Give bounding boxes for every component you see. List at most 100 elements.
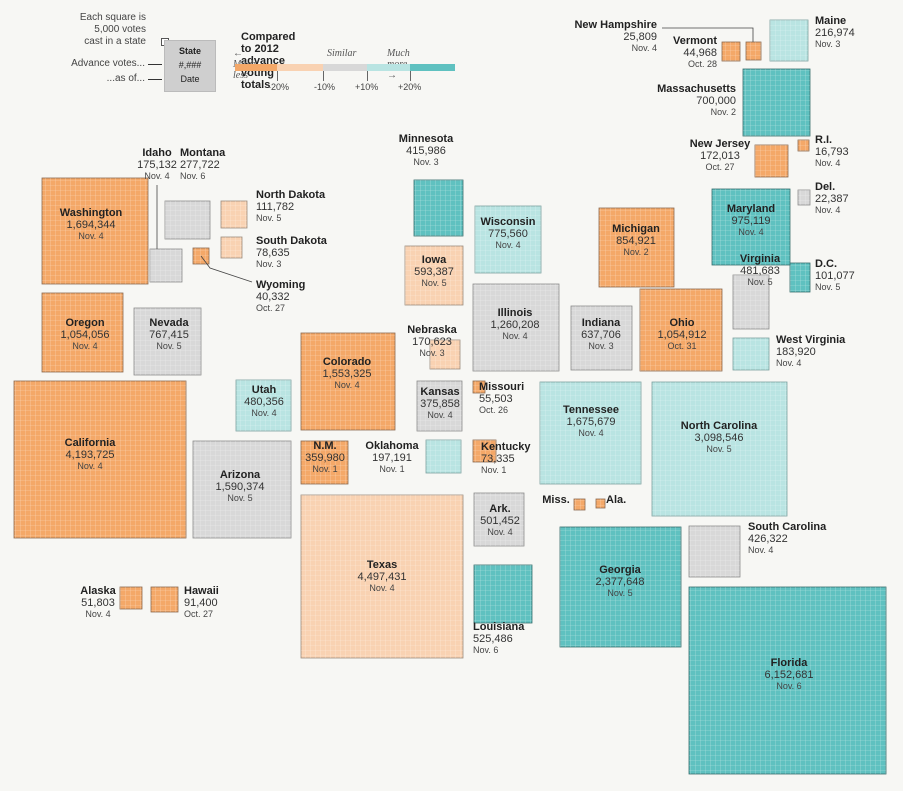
- state-date-louisiana: Nov. 6: [473, 645, 498, 655]
- state-date-south-dakota: Nov. 3: [256, 259, 281, 269]
- state-grid-arizona: [193, 441, 291, 538]
- state-votes-new-jersey: 172,013: [700, 150, 740, 162]
- state-votes-ark: 501,452: [480, 515, 520, 527]
- state-name-kansas: Kansas: [420, 386, 459, 398]
- state-date-alaska: Nov. 4: [85, 609, 110, 619]
- state-name-louisiana: Louisiana: [473, 621, 525, 633]
- state-grid-virginia: [733, 275, 769, 329]
- state-grid-kentucky: [473, 440, 496, 462]
- state-name-michigan: Michigan: [612, 223, 660, 235]
- state-date-missouri: Oct. 26: [479, 405, 508, 415]
- legend-tick-4: [410, 71, 411, 81]
- state-name-n-m: N.M.: [313, 440, 336, 452]
- state-votes-idaho: 175,132: [137, 159, 177, 171]
- state-votes-utah: 480,356: [244, 396, 284, 408]
- legend-key-date: Date: [180, 74, 200, 84]
- state-votes-maryland: 975,119: [732, 215, 771, 227]
- state-votes-florida: 6,152,681: [765, 669, 814, 681]
- state-date-illinois: Nov. 4: [502, 331, 527, 341]
- state-grid-vermont: [722, 42, 740, 61]
- state-grid-minnesota: [414, 180, 463, 236]
- state-grid-iowa: [405, 246, 463, 305]
- legend-color-much-less: [235, 64, 277, 71]
- state-votes-new-hampshire: 25,809: [623, 31, 657, 43]
- state-name-ala: Ala.: [606, 494, 626, 506]
- state-date-north-dakota: Nov. 5: [256, 213, 281, 223]
- state-grid-new-jersey: [755, 145, 788, 177]
- state-grid-nebraska: [430, 340, 460, 369]
- state-grid-california: [14, 381, 186, 538]
- legend-arrow-votes: [148, 64, 162, 65]
- state-name-miss: Miss.: [542, 494, 570, 506]
- state-name-utah: Utah: [252, 384, 277, 396]
- state-date-new-hampshire: Nov. 4: [632, 43, 657, 53]
- legend-bin-4: +20%: [398, 82, 422, 92]
- legend-votes-label: Advance votes...: [71, 58, 145, 69]
- state-votes-west-virginia: 183,920: [776, 346, 816, 358]
- state-date-ohio: Oct. 31: [667, 341, 696, 351]
- state-name-new-hampshire: New Hampshire: [574, 19, 657, 31]
- state-name-south-dakota: South Dakota: [256, 235, 328, 247]
- state-grid-maryland: [712, 189, 790, 265]
- state-date-wyoming: Oct. 27: [256, 303, 285, 313]
- state-votes-virginia: 481,683: [740, 265, 780, 277]
- legend-arrow-date: [148, 79, 162, 80]
- state-date-tennessee: Nov. 4: [578, 428, 603, 438]
- state-date-california: Nov. 4: [77, 461, 102, 471]
- state-name-maryland: Maryland: [727, 203, 775, 215]
- state-name-florida: Florida: [771, 657, 809, 669]
- legend-color-similar: [323, 64, 367, 71]
- state-grid-colorado: [301, 333, 395, 430]
- state-grid-north-dakota: [221, 201, 247, 228]
- state-votes-north-carolina: 3,098,546: [695, 432, 744, 444]
- state-votes-kentucky: 73,335: [481, 453, 515, 465]
- state-date-maine: Nov. 3: [815, 39, 840, 49]
- state-grid-alaska: [120, 587, 142, 609]
- state-votes-arizona: 1,590,374: [216, 481, 265, 493]
- state-date-r-i: Nov. 4: [815, 158, 840, 168]
- legend-square-note-2: 5,000 votes: [94, 24, 146, 35]
- state-grid-n-m: [301, 441, 348, 484]
- state-name-washington: Washington: [60, 207, 123, 219]
- state-votes-colorado: 1,553,325: [323, 368, 372, 380]
- state-grid-florida: [689, 587, 886, 774]
- legend-date-label: ...as of...: [106, 73, 145, 84]
- state-date-north-carolina: Nov. 5: [706, 444, 731, 454]
- state-grid-utah: [236, 380, 291, 431]
- legend-bin-3: +10%: [355, 82, 379, 92]
- state-date-nevada: Nov. 5: [156, 341, 181, 351]
- state-grid-oregon: [42, 293, 123, 372]
- state-name-indiana: Indiana: [582, 317, 621, 329]
- state-date-michigan: Nov. 2: [623, 247, 648, 257]
- state-votes-montana: 277,722: [180, 159, 220, 171]
- state-votes-maine: 216,974: [815, 27, 855, 39]
- state-name-california: California: [65, 437, 117, 449]
- state-votes-kansas: 375,858: [420, 398, 460, 410]
- state-votes-nevada: 767,415: [149, 329, 189, 341]
- legend-bin-2: -10%: [314, 82, 336, 92]
- state-date-hawaii: Oct. 27: [184, 609, 213, 619]
- state-grid-west-virginia: [733, 338, 769, 370]
- state-name-alaska: Alaska: [80, 585, 116, 597]
- state-name-texas: Texas: [367, 559, 397, 571]
- state-name-del: Del.: [815, 181, 835, 193]
- state-grid-ala: [596, 499, 605, 508]
- state-date-kentucky: Nov. 1: [481, 465, 506, 475]
- state-grid-r-i: [798, 140, 809, 151]
- state-grid-nevada: [134, 308, 201, 375]
- state-date-ark: Nov. 4: [487, 527, 512, 537]
- legend-key-state: State: [178, 46, 201, 56]
- legend-color-bar: [235, 64, 455, 71]
- state-votes-d-c: 101,077: [815, 270, 855, 282]
- state-grid-illinois: [473, 284, 559, 371]
- state-date-nebraska: Nov. 3: [419, 348, 444, 358]
- state-votes-louisiana: 525,486: [473, 633, 513, 645]
- state-date-wisconsin: Nov. 4: [495, 240, 520, 250]
- state-votes-michigan: 854,921: [616, 235, 656, 247]
- state-votes-oregon: 1,054,056: [61, 329, 110, 341]
- state-votes-illinois: 1,260,208: [491, 319, 540, 331]
- state-name-north-dakota: North Dakota: [256, 189, 326, 201]
- state-votes-tennessee: 1,675,679: [567, 416, 616, 428]
- state-date-utah: Nov. 4: [251, 408, 276, 418]
- state-name-massachusetts: Massachusetts: [657, 83, 736, 95]
